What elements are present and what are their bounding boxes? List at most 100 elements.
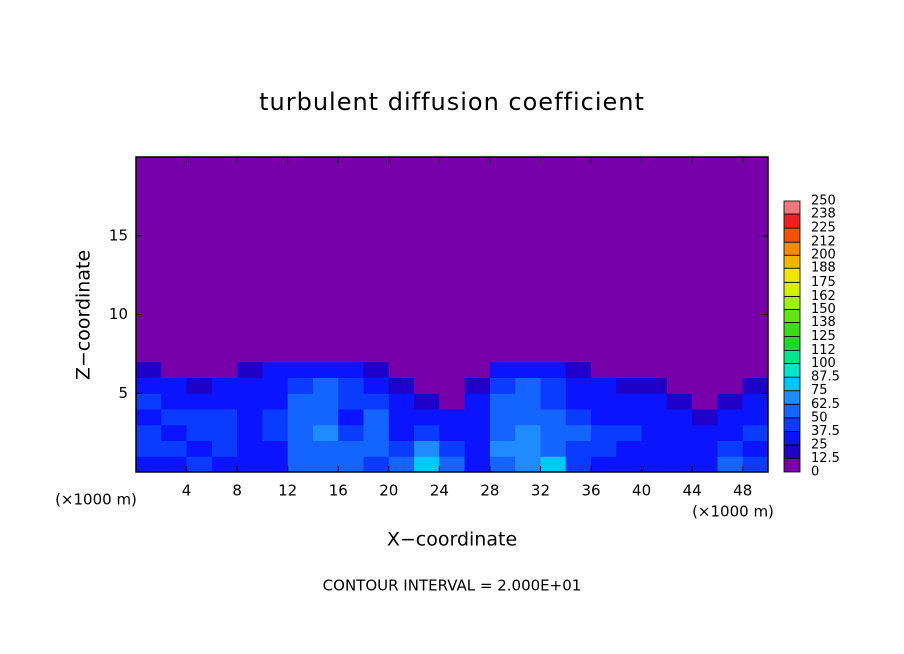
- field-cell: [439, 377, 466, 394]
- colorbar-label: 50: [811, 410, 828, 425]
- field-cell: [591, 361, 617, 378]
- field-cell: [211, 361, 238, 378]
- x-tick-label: 24: [430, 482, 449, 500]
- colorbar-band: [783, 281, 801, 297]
- field-cell: [237, 377, 263, 394]
- field-cell: [742, 424, 769, 441]
- field-cell: [515, 456, 541, 473]
- field-cell: [692, 157, 718, 363]
- field-cell: [211, 393, 238, 410]
- x-tick-label: 20: [379, 482, 398, 500]
- colorbar-band: [783, 417, 801, 432]
- field-cell: [262, 393, 289, 410]
- field-cell: [641, 361, 668, 378]
- colorbar-band: [783, 363, 801, 378]
- field-cell: [641, 424, 668, 441]
- field-cell: [388, 157, 415, 363]
- colorbar-band: [783, 254, 801, 269]
- field-cell: [489, 393, 516, 410]
- field-cell: [717, 361, 744, 378]
- field-cell: [312, 440, 339, 457]
- field-cell: [692, 393, 718, 410]
- field-cell: [136, 440, 162, 457]
- field-cell: [540, 456, 567, 473]
- colorbar-band: [783, 267, 801, 283]
- field-cell: [641, 440, 668, 457]
- field-cell: [186, 361, 213, 378]
- x-tick-label: 48: [733, 482, 752, 500]
- field-cell: [237, 440, 263, 457]
- field-cell: [338, 440, 365, 457]
- colorbar-label: 225: [811, 221, 836, 236]
- field-cell: [262, 377, 289, 394]
- colorbar-label: 138: [811, 315, 836, 330]
- field-cell: [186, 424, 213, 441]
- field-cell: [237, 409, 263, 426]
- field-cell: [338, 456, 365, 473]
- field-cell: [363, 456, 390, 473]
- field-cell: [414, 409, 440, 426]
- field-cell: [136, 361, 162, 378]
- field-cell: [591, 424, 617, 441]
- colorbar-band: [783, 336, 801, 351]
- colorbar-label: 100: [811, 356, 836, 371]
- field-cell: [388, 424, 415, 441]
- field-cell: [262, 157, 289, 363]
- field-cell: [363, 361, 390, 378]
- field-cell: [161, 377, 188, 394]
- field-cell: [666, 456, 693, 473]
- colorbar-label: 87.5: [811, 370, 840, 385]
- field-cell: [439, 157, 466, 363]
- colorbar-label: 162: [811, 289, 836, 304]
- field-cell: [312, 424, 339, 441]
- field-cell: [616, 424, 643, 441]
- field-cell: [540, 377, 567, 394]
- field-cell: [464, 456, 491, 473]
- field-cell: [489, 440, 516, 457]
- field-cell: [565, 361, 592, 378]
- field-cell: [439, 440, 466, 457]
- field-cell: [616, 157, 643, 363]
- field-cell: [363, 424, 390, 441]
- field-cell: [591, 456, 617, 473]
- field-cell: [388, 361, 415, 378]
- field-cell: [338, 361, 365, 378]
- field-cell: [591, 409, 617, 426]
- field-cell: [136, 157, 162, 363]
- field-cell: [515, 424, 541, 441]
- field-cell: [489, 377, 516, 394]
- field-cell: [540, 361, 567, 378]
- x-tick-label: 40: [632, 482, 651, 500]
- field-cell: [742, 440, 769, 457]
- colorbar-band: [783, 213, 801, 229]
- field-cell: [464, 424, 491, 441]
- footnote: CONTOUR INTERVAL = 2.000E+01: [323, 577, 582, 595]
- x-tick-label: 44: [683, 482, 702, 500]
- field-cell: [591, 157, 617, 363]
- field-cell: [641, 456, 668, 473]
- field-cell: [287, 157, 314, 363]
- field-cell: [515, 393, 541, 410]
- colorbar-band: [783, 241, 801, 256]
- field-cell: [515, 377, 541, 394]
- colorbar-label: 250: [811, 194, 836, 209]
- field-cell: [515, 409, 541, 426]
- colorbar-band: [783, 295, 801, 310]
- field-cell: [489, 157, 516, 363]
- field-cell: [136, 377, 162, 394]
- colorbar-band: [783, 200, 801, 215]
- field-cell: [211, 424, 238, 441]
- field-cell: [388, 440, 415, 457]
- field-cell: [186, 440, 213, 457]
- field-cell: [666, 157, 693, 363]
- field-cell: [161, 424, 188, 441]
- field-cell: [540, 440, 567, 457]
- colorbar-label: 150: [811, 302, 836, 317]
- field-cell: [211, 456, 238, 473]
- field-cell: [439, 456, 466, 473]
- field-cell: [666, 393, 693, 410]
- field-cell: [515, 157, 541, 363]
- field-cell: [641, 377, 668, 394]
- field-cell: [489, 424, 516, 441]
